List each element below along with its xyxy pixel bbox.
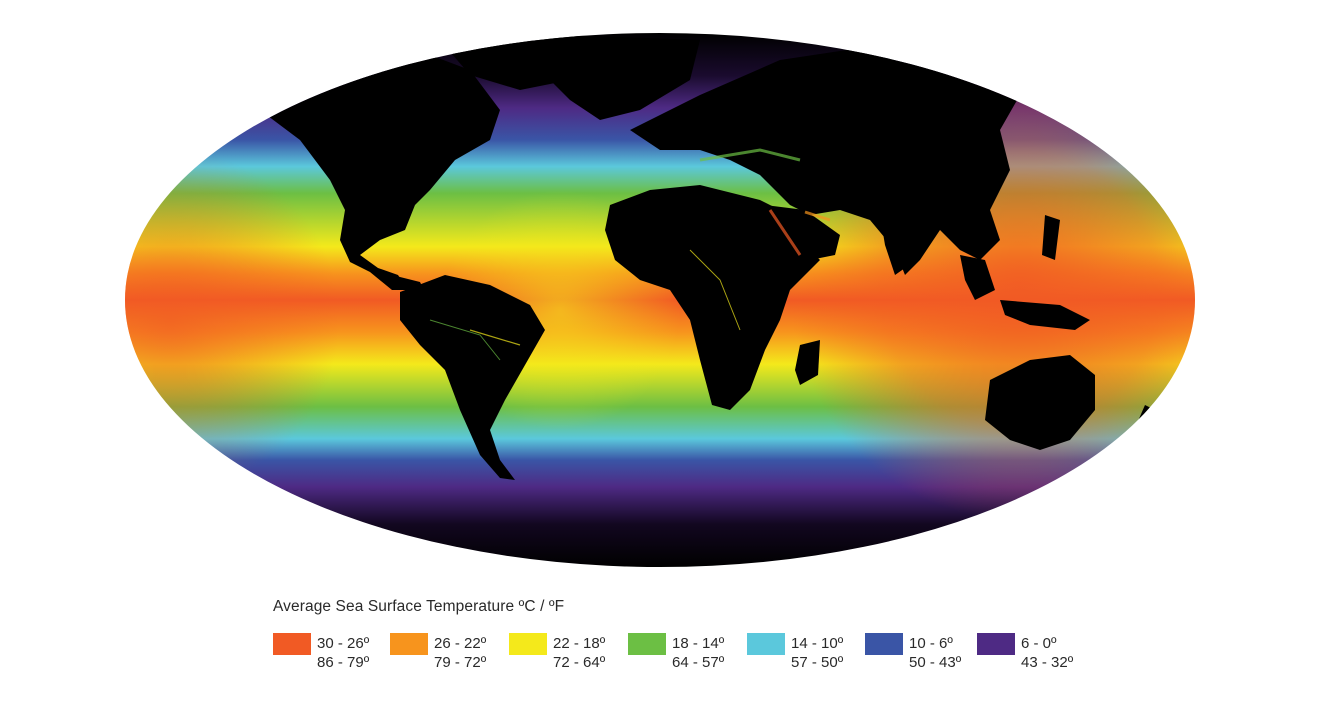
legend-swatch	[747, 633, 785, 655]
legend-label: 30 - 26º 86 - 79º	[317, 634, 369, 672]
legend-fahrenheit: 64 - 57º	[672, 654, 725, 671]
legend-swatch	[977, 633, 1015, 655]
india	[880, 215, 915, 275]
southeast-asia	[960, 255, 995, 300]
legend-swatch	[390, 633, 428, 655]
indonesia	[1000, 300, 1090, 330]
legend-fahrenheit: 79 - 72º	[434, 654, 487, 671]
australia	[985, 355, 1095, 450]
legend-celsius: 18 - 14º	[672, 635, 725, 652]
land-masses	[260, 35, 1155, 480]
legend-label: 10 - 6º 50 - 43º	[909, 634, 961, 672]
legend-celsius: 6 - 0º	[1021, 635, 1057, 652]
world-map	[125, 33, 1195, 567]
legend-celsius: 30 - 26º	[317, 635, 370, 652]
legend-swatch	[628, 633, 666, 655]
legend-celsius: 26 - 22º	[434, 635, 487, 652]
legend-fahrenheit: 57 - 50º	[791, 654, 844, 671]
legend-celsius: 22 - 18º	[553, 635, 606, 652]
japan	[1042, 215, 1060, 260]
legend-celsius: 14 - 10º	[791, 635, 844, 652]
legend-fahrenheit: 86 - 79º	[317, 654, 370, 671]
arabia	[765, 205, 840, 262]
arctic-islands	[440, 38, 570, 90]
legend-swatch	[865, 633, 903, 655]
legend-swatch	[273, 633, 311, 655]
legend-celsius: 10 - 6º	[909, 635, 953, 652]
legend-label: 14 - 10º 57 - 50º	[791, 634, 843, 672]
legend-title: Average Sea Surface Temperature ºC / ºF	[273, 598, 565, 615]
south-america	[400, 275, 545, 480]
temperature-legend: 30 - 26º 86 - 79º 26 - 22º 79 - 72º 22 -…	[273, 633, 1273, 673]
ocean-temperature-field	[125, 33, 1195, 567]
legend-label: 6 - 0º 43 - 32º	[1021, 634, 1073, 672]
legend-swatch	[509, 633, 547, 655]
legend-fahrenheit: 43 - 32º	[1021, 654, 1074, 671]
greenland	[540, 35, 700, 120]
madagascar	[795, 340, 820, 385]
legend-fahrenheit: 72 - 64º	[553, 654, 606, 671]
north-america	[260, 55, 500, 290]
legend-label: 22 - 18º 72 - 64º	[553, 634, 605, 672]
eurasia	[630, 45, 1020, 275]
legend-label: 18 - 14º 64 - 57º	[672, 634, 724, 672]
legend-fahrenheit: 50 - 43º	[909, 654, 962, 671]
inland-water	[429, 148, 831, 361]
africa	[605, 185, 820, 410]
sea-surface-temperature-map	[125, 33, 1195, 567]
legend-label: 26 - 22º 79 - 72º	[434, 634, 486, 672]
